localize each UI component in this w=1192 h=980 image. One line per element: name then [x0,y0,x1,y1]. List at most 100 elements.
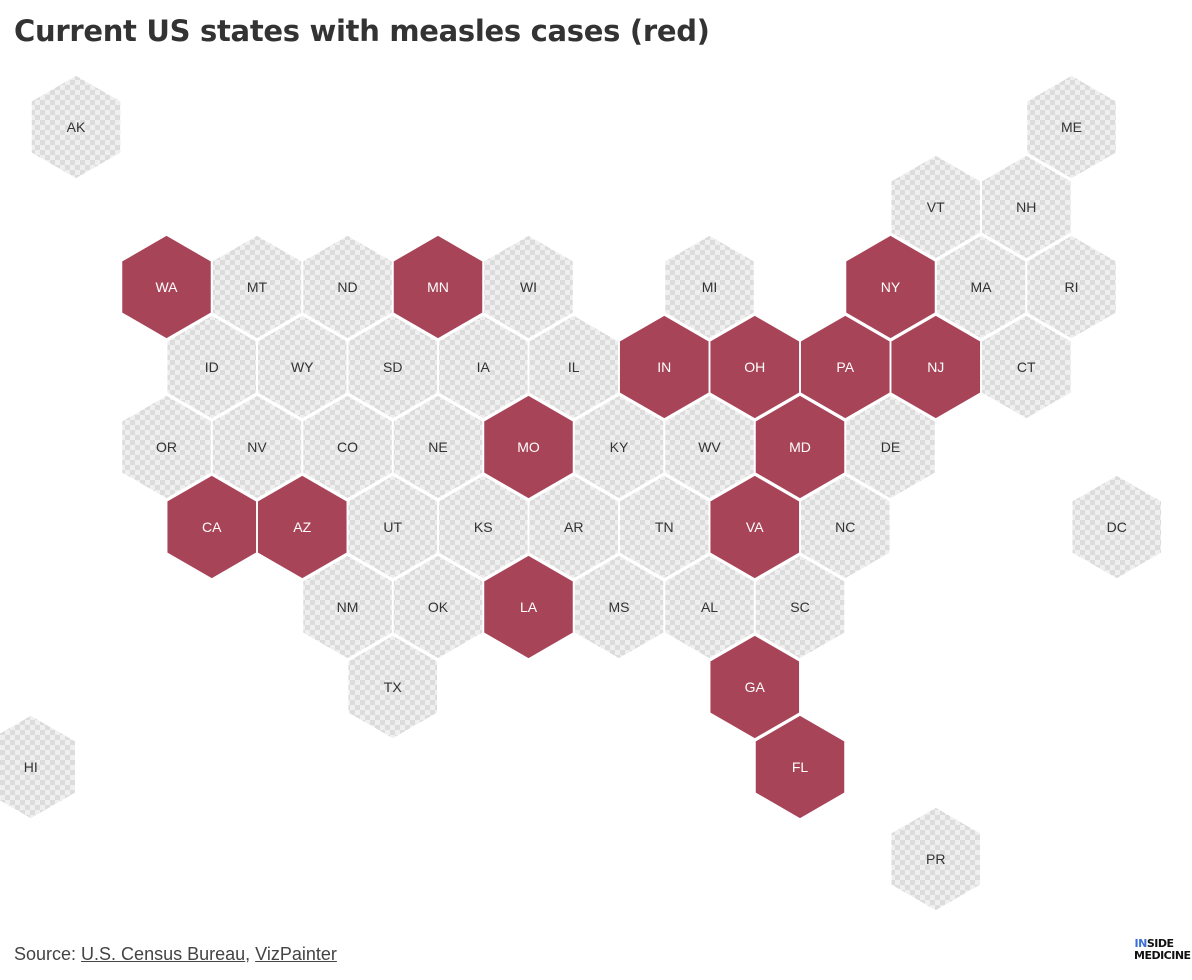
state-tile-pr: PR [889,806,982,912]
state-label: NM [337,599,359,615]
state-label: MT [247,279,268,295]
state-tile-wa: WA [120,234,213,340]
state-label: MS [609,599,630,615]
state-label: VT [927,199,945,215]
state-label: FL [792,759,809,775]
state-hex [754,554,846,660]
state-label: OH [744,359,765,375]
state-tile-mi: MI [663,234,756,340]
state-label: PR [926,851,945,867]
state-hex [1025,74,1118,180]
chart-title: Current US states with measles cases (re… [14,14,710,48]
state-label: MI [702,279,718,295]
state-label: KS [474,519,493,535]
hex-tile-map: AK ME VT NH WA MT ND MN WI MI NY MA RI ID WY SD IA IL IN OH… [0,74,1163,912]
state-hex [844,394,937,500]
state-label: AR [564,519,583,535]
source-prefix: Source: [14,944,82,964]
state-tile-me: ME [1025,74,1118,180]
state-tile-de: DE [844,394,937,500]
state-label: RI [1065,279,1079,295]
state-label: TX [384,679,403,695]
state-label: NV [247,439,267,455]
state-label: LA [520,599,538,615]
source-footer: Source: U.S. Census Bureau, VizPainter [14,944,337,965]
state-label: OR [156,439,177,455]
logo-text: SIDE [1146,937,1174,950]
state-tile-tx: TX [346,634,439,740]
state-tile-az: AZ [256,474,349,580]
state-tile-nh: NH [980,154,1073,260]
state-tile-ak: AK [30,74,122,180]
state-hex [0,714,77,820]
state-label: OK [428,599,449,615]
state-label: CA [202,519,222,535]
state-label: NH [1016,199,1036,215]
state-label: AZ [293,519,311,535]
state-label: AK [67,119,86,135]
state-tile-ma: MA [935,234,1027,340]
state-tile-hi: HI [0,714,77,820]
state-label: WI [520,279,537,295]
state-label: MN [427,279,449,295]
state-label: NY [881,279,901,295]
state-label: WA [155,279,178,295]
state-hex [482,234,575,340]
state-hex [708,634,801,740]
state-label: UT [383,519,402,535]
state-label: NE [428,439,447,455]
state-hex [1070,474,1163,580]
state-tile-wi: WI [482,234,575,340]
state-label: MO [517,439,540,455]
state-tile-sc: SC [754,554,846,660]
state-label: ME [1061,119,1082,135]
state-label: AL [701,599,718,615]
state-label: WV [698,439,721,455]
state-tile-vt: VT [889,154,982,260]
state-hex [980,314,1073,420]
state-label: IA [477,359,491,375]
state-hex [889,806,982,912]
state-label: CO [337,439,358,455]
state-tile-nc: NC [799,474,892,580]
state-label: WY [291,359,314,375]
state-tile-ut: UT [346,474,439,580]
state-label: ID [205,359,219,375]
inside-medicine-logo: INSIDE MEDICINE [1134,937,1191,962]
state-tile-co: CO [301,394,394,500]
state-tile-ar: AR [527,474,620,580]
state-label: VA [746,519,764,535]
state-label: TN [655,519,674,535]
logo-text-line2: MEDICINE [1134,949,1191,962]
state-hex [30,74,122,180]
state-hex [754,714,846,820]
state-tile-dc: DC [1070,474,1163,580]
state-hex [799,474,892,580]
state-tile-wv: WV [663,394,756,500]
state-label: PA [836,359,854,375]
state-tile-ct: CT [980,314,1073,420]
state-hex [980,154,1073,260]
state-label: GA [745,679,766,695]
logo-accent-text: IN [1134,937,1148,950]
state-label: SD [383,359,402,375]
state-tile-ri: RI [1025,234,1118,340]
state-label: MD [789,439,811,455]
state-label: KY [610,439,629,455]
state-hex [1025,234,1118,340]
state-label: DE [881,439,900,455]
source-separator: , [245,944,256,964]
state-label: DC [1107,519,1127,535]
state-label: NC [835,519,855,535]
census-bureau-link[interactable]: U.S. Census Bureau [81,944,246,964]
state-label: IL [568,359,580,375]
vizpainter-link[interactable]: VizPainter [255,944,337,964]
state-label: IN [657,359,671,375]
state-label: SC [790,599,809,615]
state-tile-fl: FL [754,714,846,820]
state-hex [346,634,439,740]
state-tile-pa: PA [799,314,892,420]
state-label: HI [24,759,38,775]
state-label: ND [337,279,357,295]
state-tile-va: VA [708,474,801,580]
